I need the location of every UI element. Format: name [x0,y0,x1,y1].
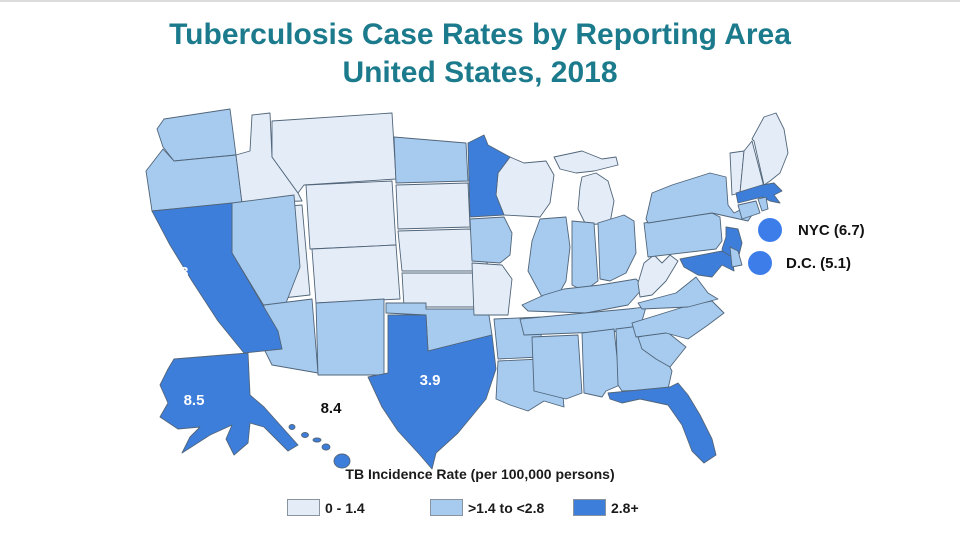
legend-label-low: 0 - 1.4 [325,499,365,516]
hawaii-island [321,443,331,451]
hawaii-island [288,424,296,430]
state-VA [637,276,719,310]
state-MN [467,134,511,218]
state-MD [679,250,735,278]
legend-swatch-low [287,499,320,516]
legend-label-high: 2.8+ [611,499,639,516]
state-NY [645,172,753,224]
state-MI-lower [577,172,615,226]
state-DE [729,246,743,268]
us-choropleth-map: 5.3 8.5 8.4 3.9 NYC (6.7) D.C. (5.1) [145,108,865,470]
state-ME [751,112,789,186]
state-WA [156,108,237,162]
label-california-rate: 5.3 [168,264,189,281]
legend-title: TB Incidence Rate (per 100,000 persons) [345,466,615,482]
legend-label-mid: >1.4 to <2.8 [468,499,545,516]
state-CO [311,244,401,304]
hawaii-island [333,453,351,469]
state-WI [495,156,555,218]
title-line-1: Tuberculosis Case Rates by Reporting Are… [169,18,791,51]
state-OH [597,214,637,282]
legend-item-high: 2.8+ [573,499,639,516]
legend-swatch-high [573,499,606,516]
label-nyc-rate: NYC (6.7) [798,222,865,239]
state-IL [527,216,571,300]
state-WY [305,180,397,250]
state-MS [531,334,583,400]
label-texas-rate: 3.9 [420,372,441,389]
state-ID [235,112,303,204]
legend-item-mid: >1.4 to <2.8 [430,499,544,516]
hawaii-island [301,432,309,438]
state-RI [757,196,769,212]
title-line-2: United States, 2018 [342,55,618,89]
state-ND [393,136,469,184]
state-MA [735,182,783,204]
dc-marker [748,251,772,275]
state-AL [581,328,621,398]
state-IN [571,220,599,292]
state-HI [288,424,351,469]
label-alaska-rate: 8.5 [184,392,205,409]
label-dc-rate: D.C. (5.1) [786,255,851,272]
state-CT [737,200,761,220]
legend-item-low: 0 - 1.4 [287,499,365,516]
state-IA [469,216,513,264]
hawaii-island [312,437,322,443]
page-title: Tuberculosis Case Rates by Reporting Are… [0,16,960,91]
state-AK [159,352,299,456]
states-layer [145,108,789,470]
label-hawaii-rate: 8.4 [321,400,343,417]
state-TX [367,314,497,470]
state-CA [151,202,283,354]
state-MT [271,112,397,194]
state-NM [315,298,385,376]
state-MI-upper [553,150,619,174]
nyc-marker [758,218,782,242]
legend-swatch-mid [430,499,463,516]
state-SD [395,182,471,230]
state-WV [637,254,679,298]
state-MO [471,262,513,316]
state-FL [607,382,717,464]
